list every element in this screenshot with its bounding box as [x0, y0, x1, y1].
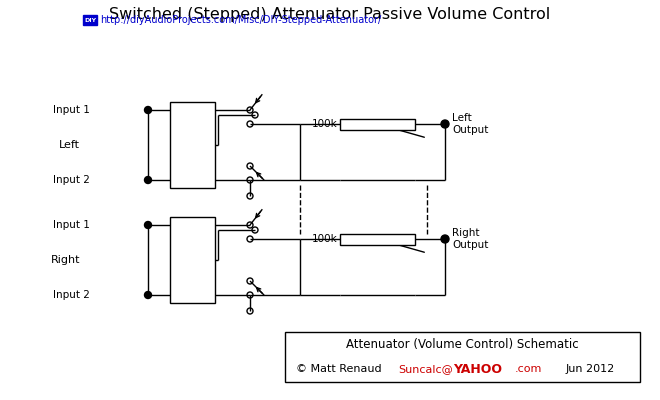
- Text: © Matt Renaud: © Matt Renaud: [296, 364, 382, 374]
- Text: Suncalc@: Suncalc@: [398, 364, 453, 374]
- Circle shape: [145, 176, 152, 184]
- Text: DIY: DIY: [84, 18, 96, 22]
- Text: Right: Right: [51, 255, 80, 265]
- Text: 100k: 100k: [312, 119, 338, 129]
- Text: Input 2: Input 2: [53, 175, 90, 185]
- Circle shape: [441, 235, 449, 243]
- Bar: [285, 332, 640, 382]
- Text: Switched (Stepped) Attenuator Passive Volume Control: Switched (Stepped) Attenuator Passive Vo…: [110, 7, 550, 22]
- Text: 100k: 100k: [312, 234, 338, 244]
- Bar: [170, 102, 215, 188]
- Circle shape: [145, 292, 152, 298]
- Text: Input 1: Input 1: [53, 105, 90, 115]
- Bar: [170, 217, 215, 303]
- Text: http://diyAudioProjects.com/Misc/DIY-Stepped-Attenuator/: http://diyAudioProjects.com/Misc/DIY-Ste…: [100, 15, 381, 25]
- Text: Right
Output: Right Output: [452, 228, 488, 250]
- Circle shape: [145, 106, 152, 114]
- Text: Attenuator (Volume Control) Schematic: Attenuator (Volume Control) Schematic: [346, 338, 579, 351]
- Bar: [83, 15, 97, 25]
- Bar: [340, 118, 415, 130]
- Text: Input 1: Input 1: [53, 220, 90, 230]
- Text: Input 2: Input 2: [53, 290, 90, 300]
- Text: YAHOO: YAHOO: [453, 363, 502, 376]
- Circle shape: [441, 120, 449, 128]
- Text: .com: .com: [515, 364, 543, 374]
- Text: Jun 2012: Jun 2012: [566, 364, 614, 374]
- Circle shape: [145, 222, 152, 228]
- Bar: [340, 234, 415, 244]
- Text: Left: Left: [59, 140, 80, 150]
- Text: Left
Output: Left Output: [452, 113, 488, 135]
